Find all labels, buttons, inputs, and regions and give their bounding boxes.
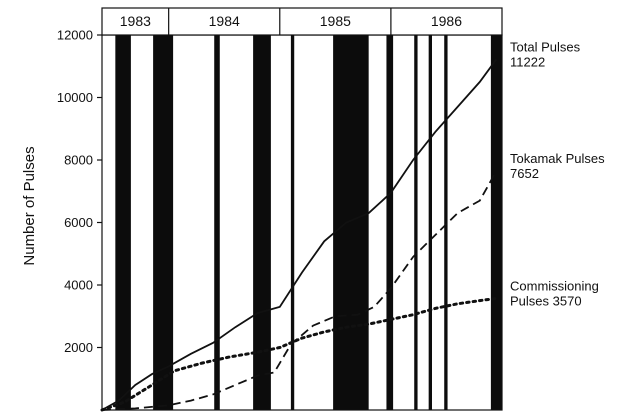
shutdown-band-3: [214, 35, 220, 410]
y-axis-label: Number of Pulses: [21, 146, 38, 265]
year-label-1985: 1985: [320, 13, 351, 29]
shutdown-band-9: [428, 35, 432, 410]
shutdown-band-5: [290, 35, 295, 410]
y-axis-ticks: 2000 4000 6000 8000 10000 12000: [57, 28, 102, 355]
year-label-1983: 1983: [120, 13, 151, 29]
series-line-tokamak: [101, 170, 498, 411]
series-line-total: [101, 58, 498, 411]
shutdown-band-6: [333, 35, 369, 410]
year-label-1984: 1984: [209, 13, 240, 29]
series-annotations: Total Pulses 11222 Tokamak Pulses 7652 Commi…: [510, 39, 605, 308]
annotation-tokamak: Tokamak Pulses 7652: [510, 151, 605, 181]
shutdown-band-4: [253, 35, 271, 410]
shutdown-bands: [115, 35, 502, 410]
shutdown-band-1: [115, 35, 131, 410]
y-tick-label-12000: 12000: [57, 28, 93, 43]
annotation-total: Total Pulses 11222: [510, 39, 581, 69]
shutdown-band-2: [153, 35, 174, 410]
annotation-commissioning: Commissioning Pulses 3570: [510, 278, 599, 308]
shutdown-band-10: [444, 35, 448, 410]
year-header: 1983 1984 1985 1986: [101, 7, 503, 36]
shutdown-band-8: [414, 35, 418, 410]
y-tick-label-6000: 6000: [64, 215, 93, 230]
shutdown-band-7: [386, 35, 394, 410]
y-tick-label-2000: 2000: [64, 340, 93, 355]
y-tick-label-4000: 4000: [64, 278, 93, 293]
year-label-1986: 1986: [431, 13, 462, 29]
series-line-commissioning: [100, 296, 498, 412]
y-tick-label-8000: 8000: [64, 153, 93, 168]
series-lines: [100, 58, 498, 412]
y-tick-label-10000: 10000: [57, 90, 93, 105]
shutdown-band-11: [490, 35, 502, 410]
